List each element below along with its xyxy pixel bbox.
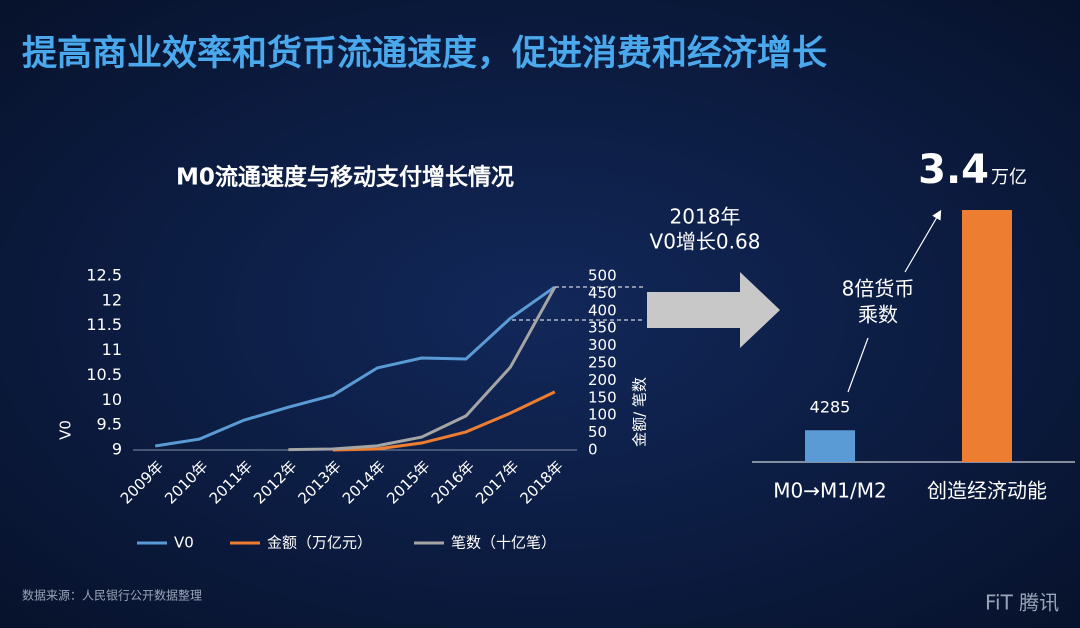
y2-tick-label: 500 (588, 267, 617, 285)
annotation: 乘数 (858, 303, 898, 327)
legend-label: V0 (174, 534, 194, 552)
y2-tick-label: 250 (588, 354, 617, 372)
arrow (647, 272, 780, 348)
category-label: M0→M1/M2 (773, 479, 886, 503)
y-axis-title: V0 (57, 420, 75, 440)
y2-axis-title: 金额/ 笔数 (631, 377, 649, 447)
y-tick-label: 9.5 (97, 415, 122, 434)
pointer (847, 337, 869, 393)
y-tick-label: 9 (112, 440, 122, 459)
y2-tick-label: 0 (588, 441, 598, 459)
value-unit: 万亿 (991, 167, 1027, 188)
y-tick-label: 11.5 (86, 315, 122, 334)
value-label: 4285 (810, 398, 851, 417)
annotation: 2018年 (670, 205, 741, 229)
series-line (154, 285, 556, 448)
series-line (288, 286, 557, 452)
y-tick-label: 12 (102, 290, 122, 309)
pointer (904, 209, 942, 273)
y2-tick-label: 50 (588, 423, 607, 441)
legend-label: 金额（万亿元） (267, 534, 372, 552)
source: 数据来源：人民银行公开数据整理 (22, 588, 202, 603)
y2-tick-label: 200 (588, 371, 617, 389)
bar (805, 430, 855, 462)
y2-tick-label: 350 (588, 319, 617, 337)
y2-tick-label: 150 (588, 388, 617, 406)
bar (962, 210, 1012, 462)
y-tick-label: 12.5 (86, 266, 122, 285)
y-tick-label: 10 (102, 390, 122, 409)
series-line (332, 390, 556, 452)
y2-tick-label: 100 (588, 406, 617, 424)
legend-label: 笔数（十亿笔） (451, 534, 556, 552)
y-tick-label: 11 (102, 340, 122, 359)
annotation: V0增长0.68 (650, 230, 761, 254)
y-tick-label: 10.5 (86, 365, 122, 384)
chart-title: M0流通速度与移动支付增长情况 (176, 164, 514, 191)
y2-tick-label: 300 (588, 336, 617, 354)
y2-tick-label: 450 (588, 284, 617, 302)
y2-tick-label: 400 (588, 301, 617, 319)
category-label: 创造经济动能 (927, 479, 1047, 503)
value-label: 3.4 (918, 147, 989, 193)
annotation: 8倍货币 (842, 277, 915, 301)
logo: FiT 腾讯 (985, 591, 1059, 615)
slide-title: 提高商业效率和货币流通速度，促进消费和经济增长 (22, 34, 827, 74)
